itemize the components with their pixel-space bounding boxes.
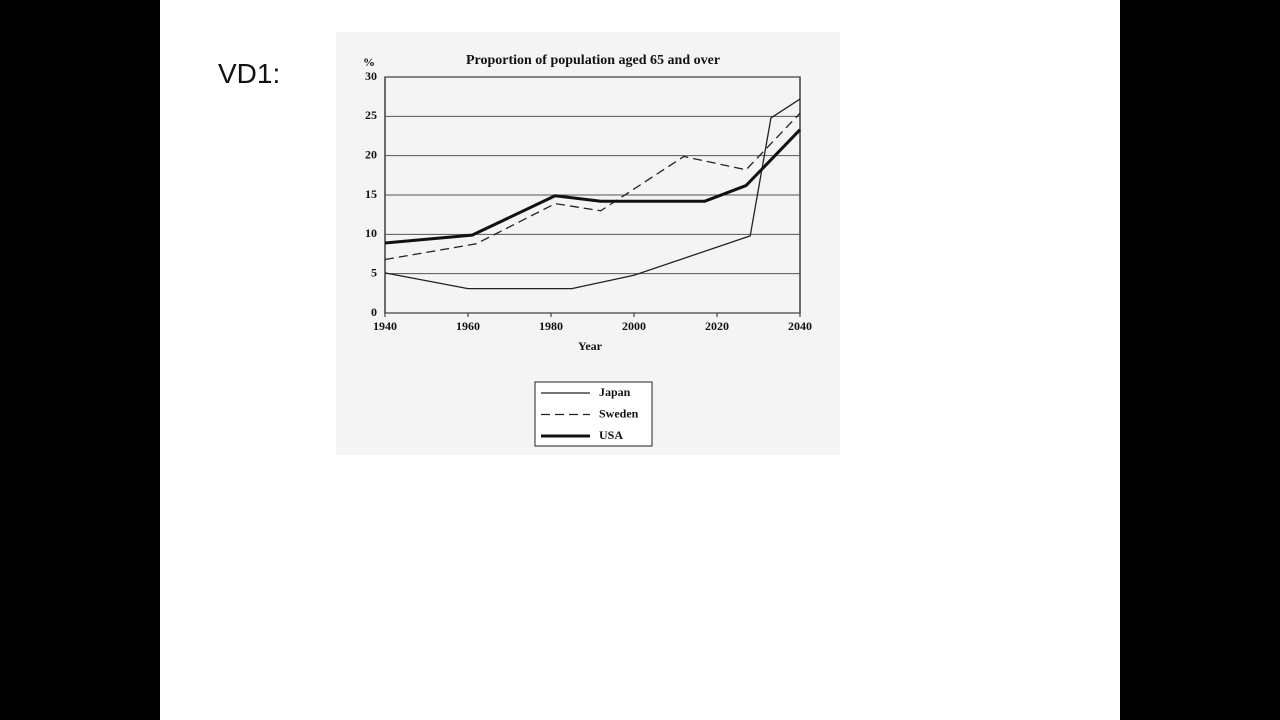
x-tick-label: 2020 xyxy=(705,319,729,333)
legend-label: Sweden xyxy=(599,406,639,420)
y-tick-label: 30 xyxy=(365,69,377,83)
x-tick-label: 1980 xyxy=(539,319,563,333)
legend-label: Japan xyxy=(599,385,631,399)
x-tick-label: 2040 xyxy=(788,319,812,333)
y-tick-label: 0 xyxy=(371,305,377,319)
y-tick-label: 15 xyxy=(365,187,377,201)
x-tick-label: 2000 xyxy=(622,319,646,333)
series-line xyxy=(384,128,802,245)
y-tick-label: 10 xyxy=(365,226,377,240)
x-axis-label: Year xyxy=(578,339,603,353)
series-line xyxy=(384,98,801,290)
slide-label: VD1: xyxy=(218,58,281,89)
series-line xyxy=(384,112,801,261)
y-tick-label: 20 xyxy=(365,147,377,161)
x-tick-label: 1960 xyxy=(456,319,480,333)
y-tick-label: 5 xyxy=(371,265,377,279)
x-tick-label: 1940 xyxy=(373,319,397,333)
chart-title: Proportion of population aged 65 and ove… xyxy=(466,53,720,68)
legend-label: USA xyxy=(599,428,623,442)
y-axis-label: % xyxy=(363,55,375,69)
y-tick-label: 25 xyxy=(365,108,377,122)
